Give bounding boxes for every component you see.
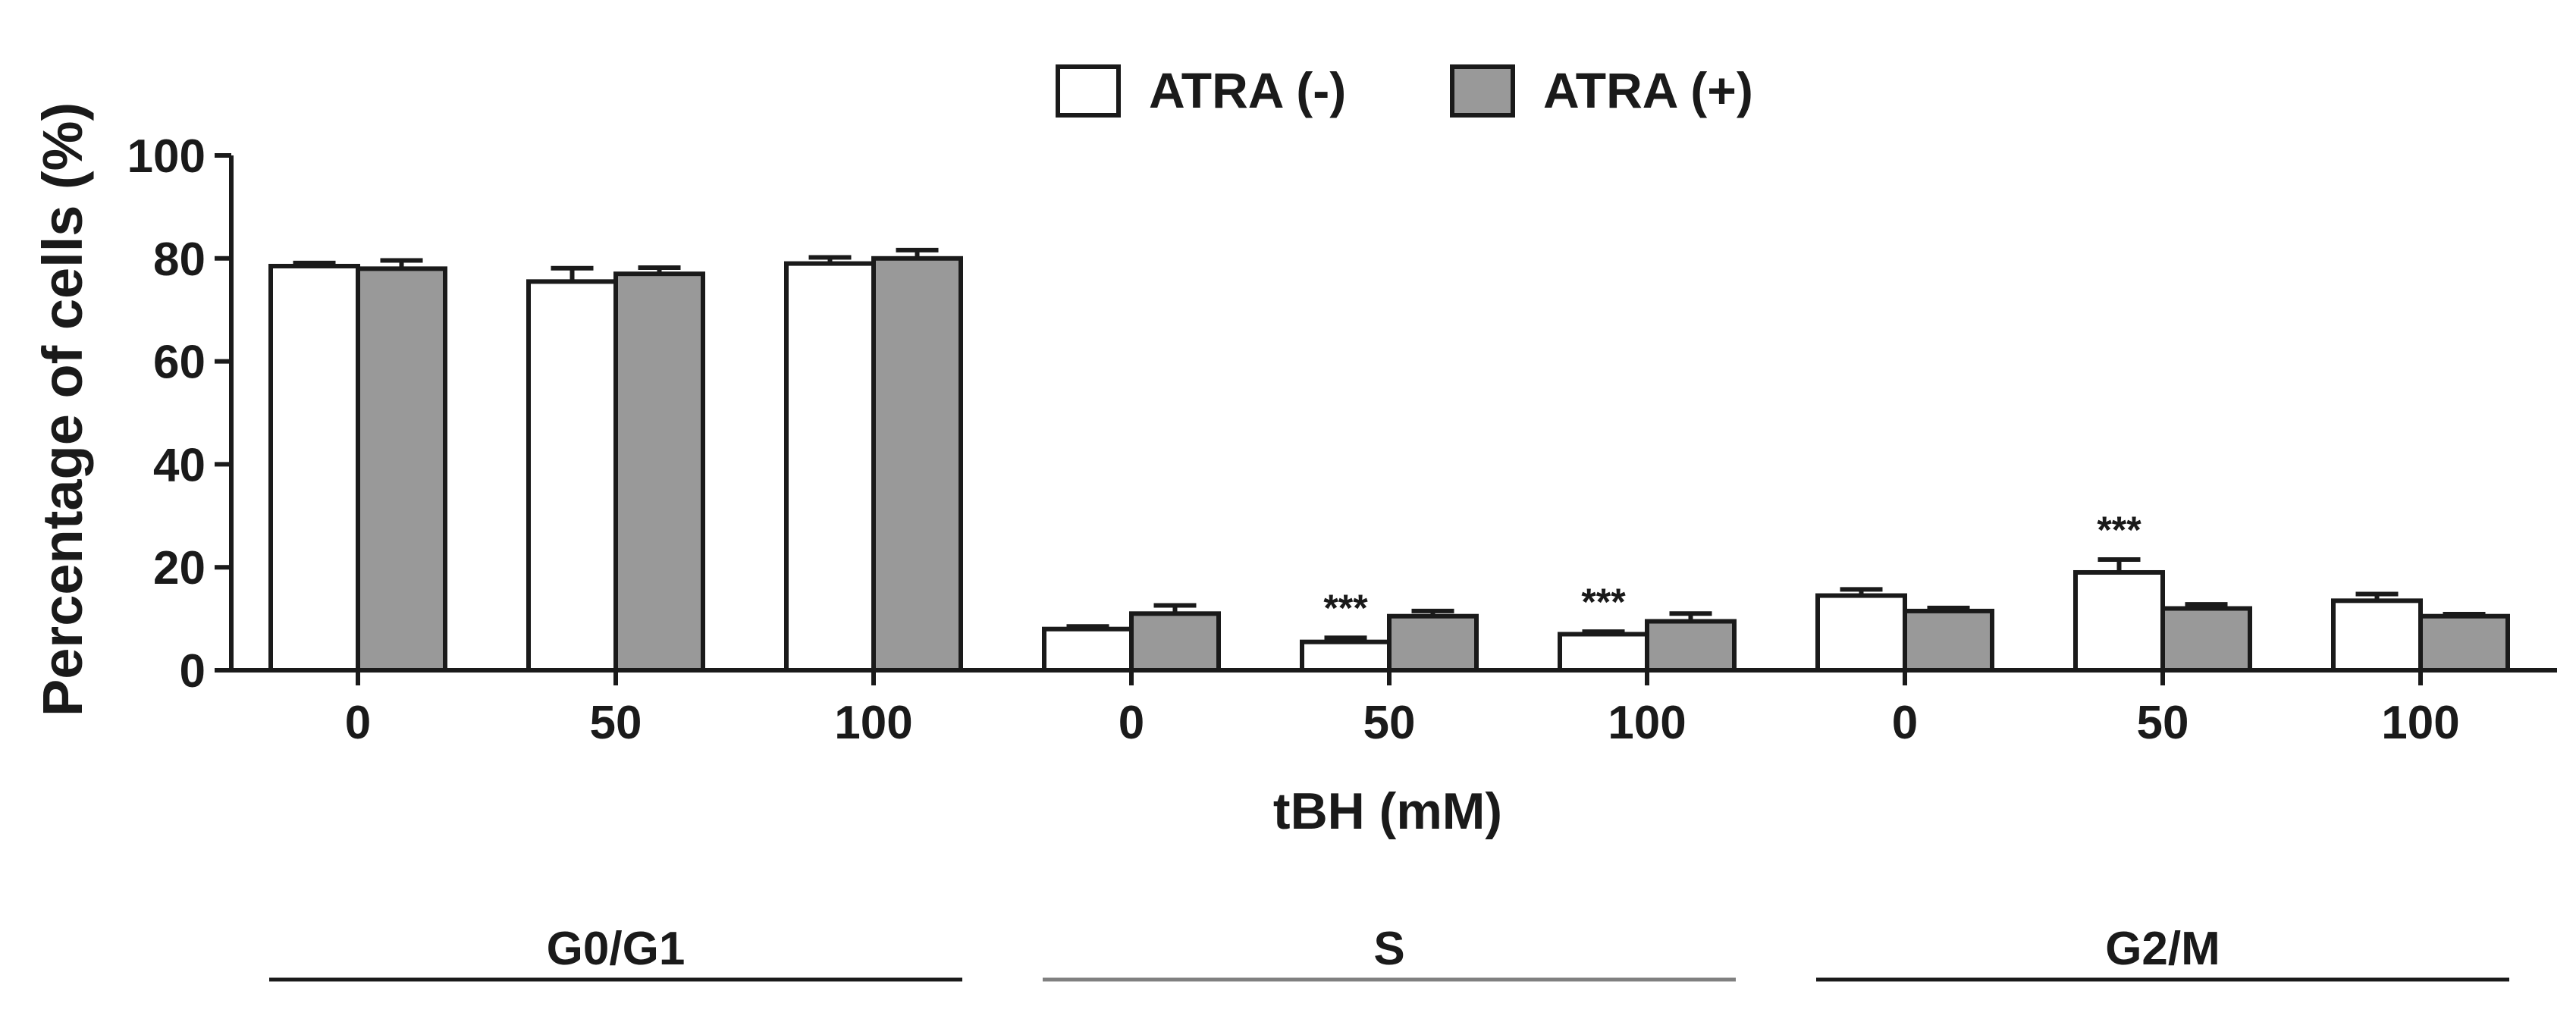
group-labels: G0/G1 S G2/M (269, 923, 2509, 982)
y-axis-label: Percentage of cells (%) (31, 102, 94, 716)
y-tick-label: 60 (153, 337, 206, 389)
y-axis: 0 20 40 60 80 100 (127, 130, 234, 698)
group-label: G0/G1 (547, 923, 686, 975)
x-tick-label: 50 (2137, 697, 2189, 749)
bar (1387, 613, 1479, 673)
bar (1129, 611, 1221, 673)
bar (1300, 639, 1392, 673)
x-tick-label: 0 (1892, 697, 1918, 749)
group-label: S (1373, 923, 1404, 975)
bar (2160, 606, 2252, 673)
y-tick-label: 0 (180, 645, 206, 698)
significance-marker: *** (2097, 509, 2141, 551)
x-axis-label: tBH (mM) (1273, 782, 1502, 840)
significance-marker: *** (1323, 587, 1368, 629)
x-tick-label: 50 (590, 697, 642, 749)
bar (1815, 593, 1907, 673)
y-tick-label: 20 (153, 542, 206, 594)
legend: ATRA (-) ATRA (+) (1056, 62, 1753, 118)
legend-swatch (1450, 64, 1515, 118)
bar (613, 271, 705, 673)
y-tick-label: 100 (127, 130, 206, 183)
bars: *** *** *** (268, 247, 2510, 673)
bar (871, 256, 963, 673)
legend-label: ATRA (-) (1149, 62, 1346, 118)
legend-swatch (1056, 64, 1121, 118)
bar (2418, 613, 2510, 673)
x-tick-label: 0 (345, 697, 371, 749)
y-tick-label: 80 (153, 234, 206, 286)
x-axis: 0 50 100 0 50 100 0 50 100 (231, 668, 2557, 749)
x-tick-label: 0 (1119, 697, 1144, 749)
bar (356, 266, 447, 673)
bar (1558, 632, 1649, 673)
bar (2331, 598, 2423, 673)
bar (268, 263, 360, 673)
y-tick-label: 40 (153, 439, 206, 491)
significance-marker: *** (1581, 581, 1626, 623)
group-label: G2/M (2105, 923, 2220, 975)
bar (1042, 626, 1134, 673)
legend-label: ATRA (+) (1543, 62, 1753, 118)
bar (1903, 608, 1994, 673)
x-tick-label: 100 (2381, 697, 2459, 749)
x-tick-label: 100 (1608, 697, 1686, 749)
bar (784, 261, 876, 673)
bar (1645, 619, 1737, 673)
x-tick-label: 100 (834, 697, 912, 749)
bar (2073, 569, 2165, 673)
x-tick-label: 50 (1363, 697, 1416, 749)
bar (526, 279, 618, 673)
